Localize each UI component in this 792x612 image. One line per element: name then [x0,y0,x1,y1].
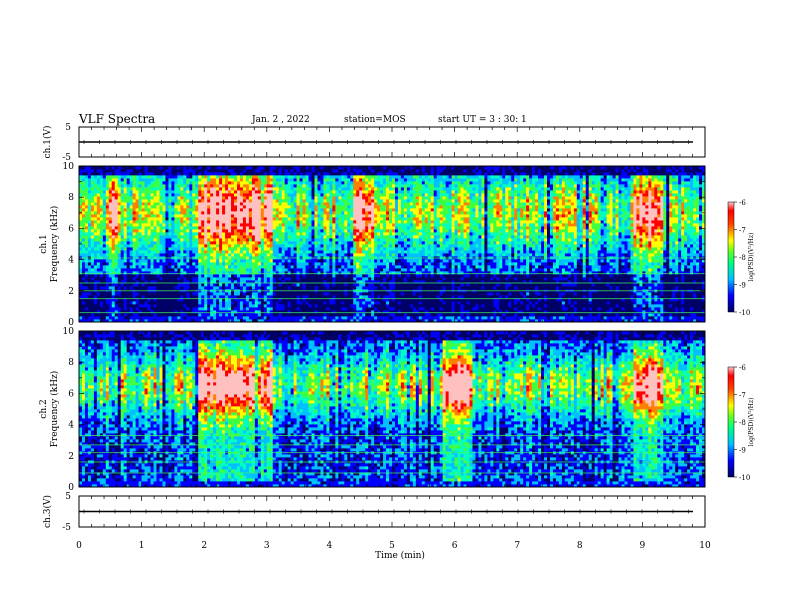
colorbar-tick-label: -10 [739,309,750,317]
colorbar [727,201,735,313]
colorbar-label: log(PSD)(V²/Hz) [748,233,755,282]
y-axis-label: ch.1 [39,234,49,253]
y-axis-label: Frequency (kHz) [49,206,60,283]
y-tick-label: 10 [63,327,75,337]
y-tick-label: 6 [68,389,74,399]
y-axis-label: Frequency (kHz) [49,371,60,448]
y-tick-label: 5 [65,123,71,133]
colorbar-tick-label: -6 [739,364,746,372]
panel-1-axes: 5 -5 ch.1(V) [42,123,706,163]
colorbar-tick-label: -10 [739,474,750,482]
y-tick-label: 4 [68,421,74,431]
y-tick-label: -5 [62,523,71,533]
y-tick-label: 8 [68,193,74,203]
spectrogram-ch1 [79,166,706,323]
x-tick-label: 4 [327,541,333,551]
x-tick-label: 5 [389,541,395,551]
date-label: Jan. 2 , 2022 [252,115,310,125]
y-tick-label: 0 [68,318,74,328]
y-tick-label: 6 [68,224,74,234]
chart-title: VLF Spectra [79,112,155,126]
y-tick-label: -5 [62,153,71,163]
x-tick-label: 2 [201,541,207,551]
colorbar-tick-label: -8 [739,419,746,427]
x-axis: 0 1 2 3 4 5 6 7 8 9 10 Time (min) [76,541,711,561]
panel-3-axes: 0 2 4 6 8 10 ch.2 Frequency (kHz) -6 -7 -8 -9 -10 log… [39,327,755,493]
colorbar-tick-label: -8 [739,254,746,262]
y-tick-label: 10 [63,162,75,172]
x-axis-label: Time (min) [375,550,425,561]
y-tick-label: 5 [65,492,71,502]
x-tick-label: 10 [699,541,711,551]
y-axis-label: ch.1(V) [42,126,53,159]
x-tick-label: 0 [76,541,82,551]
colorbar-tick-label: -7 [739,227,746,235]
y-axis-label: ch.2 [39,399,49,418]
y-tick-label: 4 [68,256,74,266]
colorbar-tick-label: -9 [739,282,746,290]
station-label: station=MOS [344,115,406,125]
x-tick-label: 1 [139,541,145,551]
y-tick-label: 2 [68,452,74,462]
colorbar-tick-label: -9 [739,447,746,455]
colorbar-tick-label: -7 [739,392,746,400]
y-tick-label: 0 [68,483,74,493]
y-tick-label: 2 [68,287,74,297]
x-tick-label: 7 [514,541,520,551]
panel-4-axes: 5 -5 ch.3(V) [42,492,706,533]
start-ut-label: start UT = 3 : 30: 1 [438,115,527,125]
colorbar-tick-label: -6 [739,199,746,207]
y-tick-label: 8 [68,358,74,368]
y-axis-label: ch.3(V) [42,495,53,528]
x-tick-label: 8 [577,541,583,551]
colorbar-label: log(PSD)(V²/Hz) [748,398,755,447]
x-tick-label: 6 [452,541,458,551]
x-tick-label: 9 [640,541,646,551]
spectrogram-ch2 [79,331,706,488]
colorbar [727,366,735,478]
panel-2-axes: 0 2 4 6 8 10 ch.1 Frequency (kHz) -6 -7 -8 -9 -10 log… [39,162,755,328]
x-tick-label: 3 [264,541,270,551]
